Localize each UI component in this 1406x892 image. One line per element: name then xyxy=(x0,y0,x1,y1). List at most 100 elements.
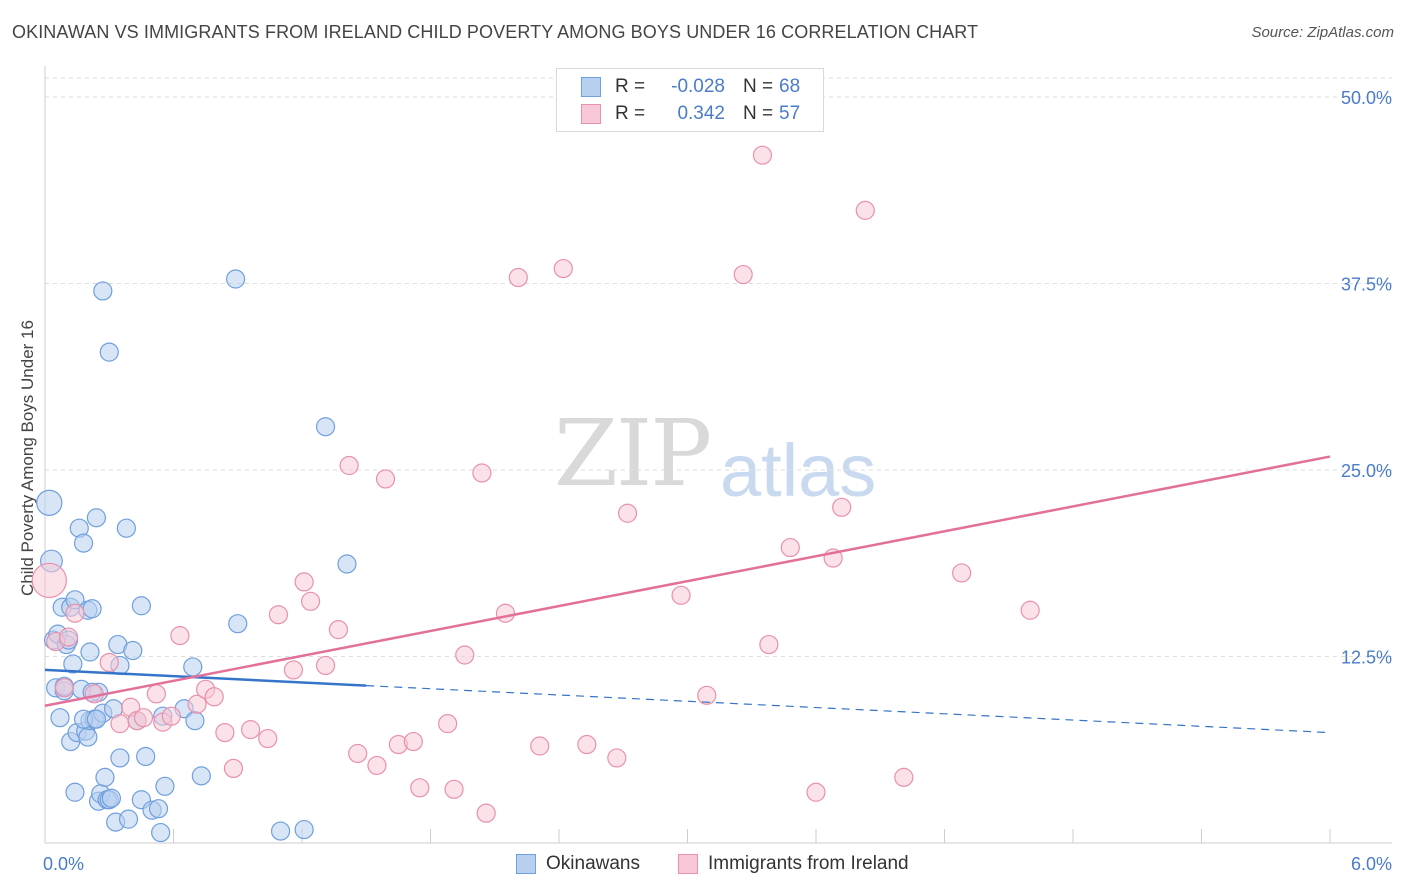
okinawan-point xyxy=(315,417,336,437)
okinawan-point xyxy=(148,799,169,819)
okinawan-point xyxy=(65,782,85,802)
ireland-point xyxy=(99,652,119,673)
okinawan-point xyxy=(183,657,203,677)
okinawan-point xyxy=(50,708,70,728)
ireland-point xyxy=(315,655,336,676)
legend-n-value: 68 xyxy=(779,76,801,97)
okinawan-point xyxy=(63,654,83,674)
okinawan-point xyxy=(78,727,98,747)
okinawan-point xyxy=(226,269,246,289)
watermark-zip: ZIP xyxy=(554,400,712,507)
okinawan-point xyxy=(185,711,205,731)
ireland-point xyxy=(671,585,691,605)
ireland-point xyxy=(367,755,387,776)
okinawan-point xyxy=(151,822,171,843)
ireland-point xyxy=(495,603,516,623)
ireland-point xyxy=(607,748,627,768)
legend-r-value: 0.342 xyxy=(677,103,725,124)
okinawan-point xyxy=(118,809,139,829)
ireland-point xyxy=(1020,600,1040,620)
ireland-point xyxy=(403,731,423,752)
bottom-legend-swatch-blue xyxy=(516,854,536,874)
okinawan-point xyxy=(155,776,175,796)
source-credit: Source: ZipAtlas.com xyxy=(1251,24,1394,41)
x-tick-label: 6.0% xyxy=(1351,854,1392,874)
ireland-point xyxy=(223,758,244,779)
ireland-point xyxy=(241,720,261,740)
ireland-point xyxy=(215,722,235,743)
ireland-point xyxy=(204,687,224,707)
okinawan-point xyxy=(294,819,314,840)
chart-title: OKINAWAN VS IMMIGRANTS FROM IRELAND CHIL… xyxy=(12,22,979,42)
okinawan-point xyxy=(95,767,115,787)
okinawan-point xyxy=(99,342,119,362)
okinawan-point xyxy=(136,746,156,767)
ireland-point xyxy=(553,258,573,279)
ireland-point xyxy=(283,660,304,680)
okinawan-point xyxy=(123,640,143,661)
correlation-legend: R = -0.028 N = 68 R = 0.342 N = 57 xyxy=(556,68,824,132)
okinawan-point xyxy=(93,281,113,301)
ireland-point xyxy=(31,562,67,599)
ireland-point xyxy=(339,455,359,476)
ireland-point xyxy=(508,267,528,288)
ireland-point xyxy=(300,591,321,611)
ireland-point xyxy=(110,714,130,734)
bottom-legend-label: Immigrants from Ireland xyxy=(708,853,909,874)
okinawan-point xyxy=(337,554,357,574)
ireland-point xyxy=(855,200,875,220)
ireland-point xyxy=(759,634,779,655)
bottom-legend-label: Okinawans xyxy=(546,853,640,874)
ireland-trend-line xyxy=(44,455,1331,707)
ireland-point xyxy=(54,678,74,698)
ireland-point xyxy=(65,603,85,623)
bottom-legend-okinawans: Okinawans xyxy=(516,852,640,876)
ireland-point xyxy=(444,779,464,799)
ireland-point xyxy=(375,469,396,489)
ireland-point xyxy=(328,620,349,640)
legend-swatch-blue xyxy=(581,77,601,97)
okinawan-point xyxy=(86,508,107,528)
okinawan-point xyxy=(270,821,291,841)
ireland-point xyxy=(752,145,773,165)
legend-row-okinawans: R = -0.028 N = 68 xyxy=(581,75,800,99)
y-tick-label: 50.0% xyxy=(1341,88,1392,108)
okinawan-point xyxy=(116,518,136,538)
ireland-point xyxy=(894,767,914,787)
okinawan-point xyxy=(80,642,100,662)
y-tick-label: 37.5% xyxy=(1341,275,1392,295)
ireland-point xyxy=(577,734,597,755)
bottom-legend-ireland: Immigrants from Ireland xyxy=(678,852,909,876)
ireland-point xyxy=(410,778,430,798)
ireland-point xyxy=(161,706,181,726)
okinawan-point xyxy=(131,596,151,616)
okinawan-point xyxy=(191,766,211,786)
y-tick-label: 12.5% xyxy=(1341,648,1392,668)
legend-row-ireland: R = 0.342 N = 57 xyxy=(581,102,800,126)
legend-n-value: 57 xyxy=(779,103,801,124)
ireland-point xyxy=(348,743,368,764)
ireland-point xyxy=(832,497,852,517)
ireland-point xyxy=(133,708,154,728)
legend-n-label: N = xyxy=(743,76,774,97)
y-tick-label: 25.0% xyxy=(1341,461,1392,481)
okinawan-trend-line-dashed xyxy=(366,684,1331,734)
ireland-point xyxy=(146,684,166,704)
legend-n-label: N = xyxy=(743,103,774,124)
ireland-point xyxy=(530,736,550,756)
ireland-point xyxy=(733,264,753,285)
ireland-point xyxy=(806,782,826,802)
okinawan-point xyxy=(110,748,130,768)
ireland-point xyxy=(438,714,458,734)
okinawan-point xyxy=(82,599,102,619)
ireland-point xyxy=(476,803,496,823)
ireland-point xyxy=(187,694,207,714)
okinawan-point xyxy=(86,709,107,729)
okinawan-point xyxy=(36,489,63,517)
ireland-point xyxy=(472,463,492,483)
okinawan-point xyxy=(228,614,248,634)
okinawan-trend-line xyxy=(44,668,367,687)
legend-swatch-pink xyxy=(581,104,601,124)
ireland-point xyxy=(780,537,800,558)
